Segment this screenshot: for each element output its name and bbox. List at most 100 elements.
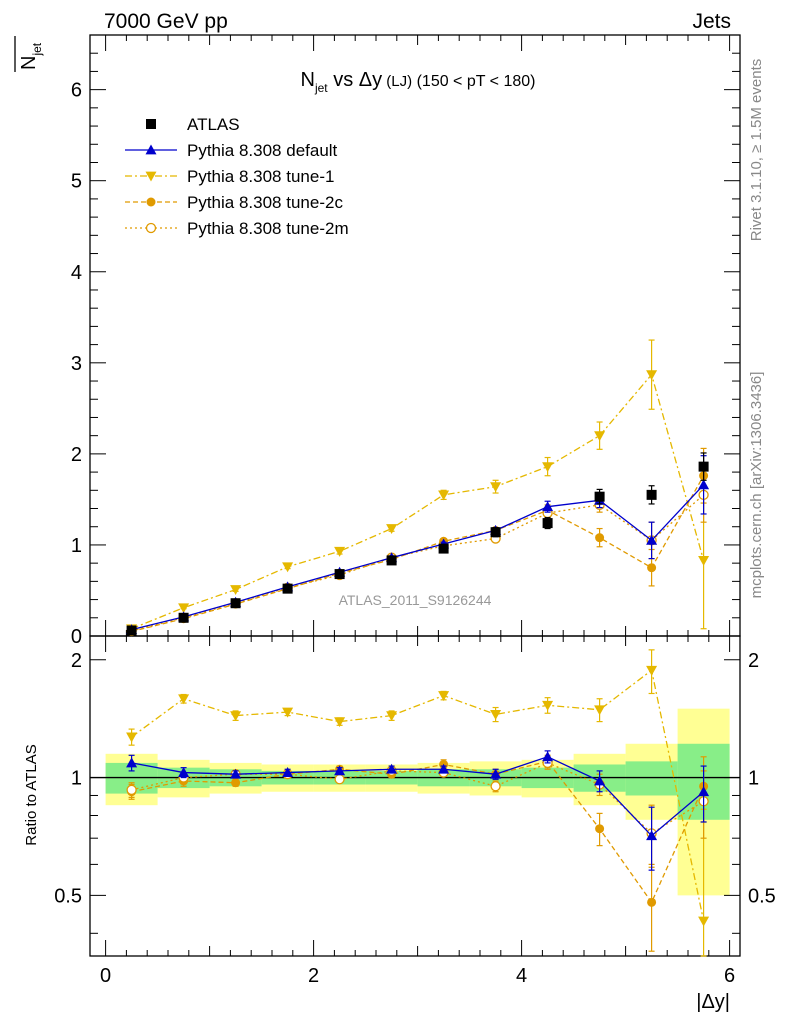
ratio-point-0 xyxy=(282,767,294,777)
ratio-point-1 xyxy=(646,665,658,676)
ratio-point-0 xyxy=(386,763,398,774)
svg-text:Njet: Njet xyxy=(18,42,44,70)
series-point-1 xyxy=(594,431,606,442)
atlas-data-point xyxy=(334,569,345,580)
ratio-point-2 xyxy=(647,897,657,907)
atlas-data-point xyxy=(698,461,709,472)
ratio-band-inner xyxy=(625,761,678,796)
x-tick-label: 6 xyxy=(724,965,735,987)
series-point-1 xyxy=(698,556,710,566)
legend-marker xyxy=(145,222,157,234)
ratio-series-line-0 xyxy=(131,756,705,837)
ratio-y-axis-label: Ratio to ATLAS xyxy=(23,744,40,845)
ratio-point-1 xyxy=(490,710,502,720)
series-line-1 xyxy=(131,373,705,630)
series-point-1 xyxy=(386,524,398,535)
ratio-point-1 xyxy=(698,916,710,927)
y-tick-label: 4 xyxy=(71,262,82,284)
analysis-watermark: ATLAS_2011_S9126244 xyxy=(339,592,492,608)
header-energy-label: 7000 GeV pp xyxy=(104,10,228,33)
ratio-point-0 xyxy=(334,765,346,776)
legend-label: Pythia 8.308 tune-2m xyxy=(187,219,349,238)
legend-label: Pythia 8.308 tune-2c xyxy=(187,193,343,212)
series-point-2 xyxy=(647,563,657,573)
atlas-data-point xyxy=(230,598,241,609)
x-tick-label: 4 xyxy=(516,965,527,987)
x-tick-label: 2 xyxy=(308,965,319,987)
x-tick-label: 0 xyxy=(100,965,111,987)
series-point-0 xyxy=(698,479,710,490)
legend-marker xyxy=(146,119,156,129)
ratio-point-0 xyxy=(230,768,242,779)
ratio-point-1 xyxy=(282,707,294,718)
atlas-data-point xyxy=(282,583,293,594)
atlas-data-point xyxy=(178,612,189,623)
legend-label: ATLAS xyxy=(187,115,240,134)
series-point-1 xyxy=(230,585,242,596)
ratio-y-tick-label: 1 xyxy=(71,768,82,790)
legend-marker xyxy=(145,144,157,155)
ratio-series-line-1 xyxy=(131,669,705,922)
series-point-2 xyxy=(595,533,605,543)
ratio-point-0 xyxy=(646,830,658,841)
atlas-data-point xyxy=(594,491,605,502)
x-axis-label: |Δy| xyxy=(696,991,730,1013)
ratio-point-0 xyxy=(126,757,138,768)
series-point-0 xyxy=(542,501,554,512)
atlas-data-point xyxy=(490,527,501,538)
ratio-point-1 xyxy=(438,691,450,702)
ratio-point-0 xyxy=(438,763,450,774)
legend-label: Pythia 8.308 default xyxy=(187,141,338,160)
ratio-y-tick-label-right: 1 xyxy=(748,768,759,790)
atlas-data-point xyxy=(646,489,657,500)
ratio-series-line-3 xyxy=(131,762,704,835)
series-point-1 xyxy=(334,546,346,557)
ratio-point-0 xyxy=(542,751,554,762)
ratio-point-1 xyxy=(178,694,190,705)
y-axis-label: Njet xyxy=(14,36,44,72)
series-line-2 xyxy=(131,475,705,633)
series-line-0 xyxy=(131,484,705,631)
legend-marker xyxy=(146,197,156,207)
series-point-0 xyxy=(646,534,658,545)
ratio-point-1 xyxy=(386,711,398,722)
legend: ATLAS Pythia 8.308 default Pythia 8.308 tu… xyxy=(125,115,349,238)
y-tick-label: 1 xyxy=(71,535,82,557)
ratio-point-0 xyxy=(594,775,606,786)
series-point-1 xyxy=(438,490,450,501)
ratio-y-tick-label-right: 2 xyxy=(748,650,759,672)
ratio-point-1 xyxy=(230,711,242,722)
ratio-y-tick-label-right: 0.5 xyxy=(748,885,776,907)
series-line-3 xyxy=(131,494,705,632)
ratio-point-1 xyxy=(334,717,346,728)
ratio-point-2 xyxy=(231,778,241,788)
y-tick-label: 2 xyxy=(71,444,82,466)
ratio-point-0 xyxy=(178,767,190,777)
chart-title: Njet vs Δy (LJ) (150 < pT < 180) xyxy=(301,69,536,95)
ratio-point-1 xyxy=(594,705,606,716)
ratio-point-1 xyxy=(542,700,554,711)
ratio-panel: 0 2 4 6 0.5 0.5 1 1 2 2 xyxy=(54,635,776,987)
series-point-1 xyxy=(282,562,294,573)
main-panel: 0 1 2 3 4 5 6 ATLAS Pythia 8.308 default Pythia 8… xyxy=(71,34,741,648)
header-process-label: Jets xyxy=(692,10,731,33)
atlas-data-point xyxy=(542,518,553,529)
y-tick-label: 3 xyxy=(71,353,82,375)
atlas-data-point xyxy=(126,625,137,636)
ratio-point-1 xyxy=(126,732,138,743)
legend-marker xyxy=(145,171,157,182)
rivet-version-label: Rivet 3.1.10, ≥ 1.5M events xyxy=(748,59,765,242)
ratio-point-0 xyxy=(698,786,710,797)
y-tick-label: 5 xyxy=(71,171,82,193)
y-tick-label: 6 xyxy=(71,80,82,102)
ratio-y-tick-label: 2 xyxy=(71,650,82,672)
series-point-1 xyxy=(490,482,502,493)
atlas-data-point xyxy=(438,543,449,554)
atlas-data-point xyxy=(386,555,397,566)
ratio-point-3 xyxy=(334,774,345,785)
main-frame xyxy=(89,34,741,637)
series-point-1 xyxy=(178,603,190,614)
ratio-point-3 xyxy=(126,784,137,796)
legend-label: Pythia 8.308 tune-1 xyxy=(187,167,334,186)
